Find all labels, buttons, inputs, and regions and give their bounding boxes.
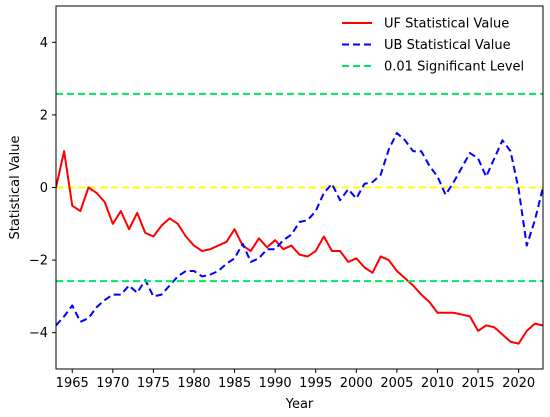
x-tick-label: 2010 bbox=[421, 376, 454, 391]
y-axis-title: Statistical Value bbox=[8, 135, 23, 239]
x-tick-label: 1975 bbox=[137, 376, 170, 391]
x-tick-label: 2020 bbox=[502, 376, 535, 391]
legend-label: UB Statistical Value bbox=[384, 38, 511, 53]
x-tick-label: 1990 bbox=[259, 376, 292, 391]
x-tick-label: 2015 bbox=[462, 376, 495, 391]
legend: UF Statistical Value UB Statistical Value… bbox=[342, 17, 524, 75]
x-tick-label: 1965 bbox=[56, 376, 89, 391]
y-tick-label: −2 bbox=[29, 254, 48, 269]
y-tick-label: 2 bbox=[40, 108, 48, 123]
y-tick-label: −4 bbox=[29, 326, 48, 341]
y-tick-label: 0 bbox=[40, 181, 48, 196]
ub-series-line bbox=[56, 132, 543, 327]
x-tick-label: 2005 bbox=[380, 376, 413, 391]
legend-label: 0.01 Significant Level bbox=[384, 60, 524, 75]
x-axis-title: Year bbox=[285, 397, 314, 412]
x-tick-label: 1980 bbox=[177, 376, 210, 391]
x-tick-label: 1970 bbox=[96, 376, 129, 391]
x-tick-label: 1995 bbox=[299, 376, 332, 391]
uf-series-line bbox=[56, 150, 543, 345]
legend-label: UF Statistical Value bbox=[384, 17, 509, 32]
y-tick-label: 4 bbox=[40, 36, 48, 51]
x-tick-label: 1985 bbox=[218, 376, 251, 391]
x-tick-label: 2000 bbox=[340, 376, 373, 391]
